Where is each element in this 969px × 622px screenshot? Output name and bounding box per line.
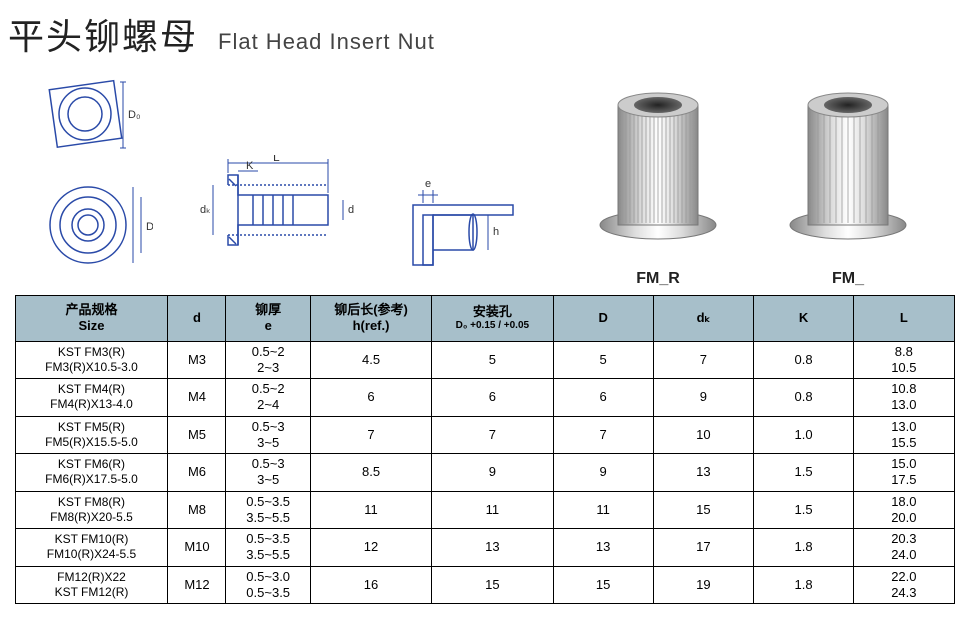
title-chinese: 平头铆螺母 <box>8 8 198 60</box>
svg-text:d: d <box>348 204 354 216</box>
spec-table: 产品规格Size d 铆厚e 铆后长(参考)h(ref.) 安装孔D₀ +0.1… <box>15 295 955 604</box>
svg-text:h: h <box>493 226 499 238</box>
table-row: KST FM4(R)FM4(R)X13-4.0M40.5~22~466690.8… <box>15 379 954 417</box>
diagram-front-view: D <box>33 175 153 285</box>
diagram-section-view: L K d dₖ <box>198 155 378 285</box>
svg-text:L: L <box>273 155 280 164</box>
photo-label-fm: FM_ <box>778 270 918 288</box>
table-row: KST FM10(R)FM10(R)X24-5.5M100.5~3.53.5~5… <box>15 529 954 567</box>
label-D0: D₀ <box>128 109 141 121</box>
title-row: 平头铆螺母 Flat Head Insert Nut <box>8 8 961 60</box>
svg-text:dₖ: dₖ <box>200 204 211 216</box>
table-row: KST FM6(R)FM6(R)X17.5-5.0M60.5~33~58.599… <box>15 454 954 492</box>
photo-fm <box>778 75 918 245</box>
photo-fm-r <box>588 75 728 245</box>
table-row: FM12(R)X22KST FM12(R)M120.5~3.00.5~3.516… <box>15 566 954 604</box>
svg-text:e: e <box>425 178 431 190</box>
diagram-area: D₀ D <box>8 70 961 295</box>
table-header: 产品规格Size d 铆厚e 铆后长(参考)h(ref.) 安装孔D₀ +0.1… <box>15 296 954 342</box>
table-row: KST FM5(R)FM5(R)X15.5-5.0M50.5~33~577710… <box>15 416 954 454</box>
diagram-top-view: D₀ <box>38 70 148 165</box>
photo-label-fm-r: FM_R <box>588 270 728 288</box>
table-row: KST FM3(R)FM3(R)X10.5-3.0M30.5~22~34.555… <box>15 341 954 379</box>
diagram-side-view: e h <box>393 175 543 285</box>
title-english: Flat Head Insert Nut <box>218 29 435 55</box>
table-row: KST FM8(R)FM8(R)X20-5.5M80.5~3.53.5~5.51… <box>15 491 954 529</box>
svg-text:D: D <box>146 221 153 233</box>
svg-text:K: K <box>246 160 254 172</box>
table-body: KST FM3(R)FM3(R)X10.5-3.0M30.5~22~34.555… <box>15 341 954 604</box>
